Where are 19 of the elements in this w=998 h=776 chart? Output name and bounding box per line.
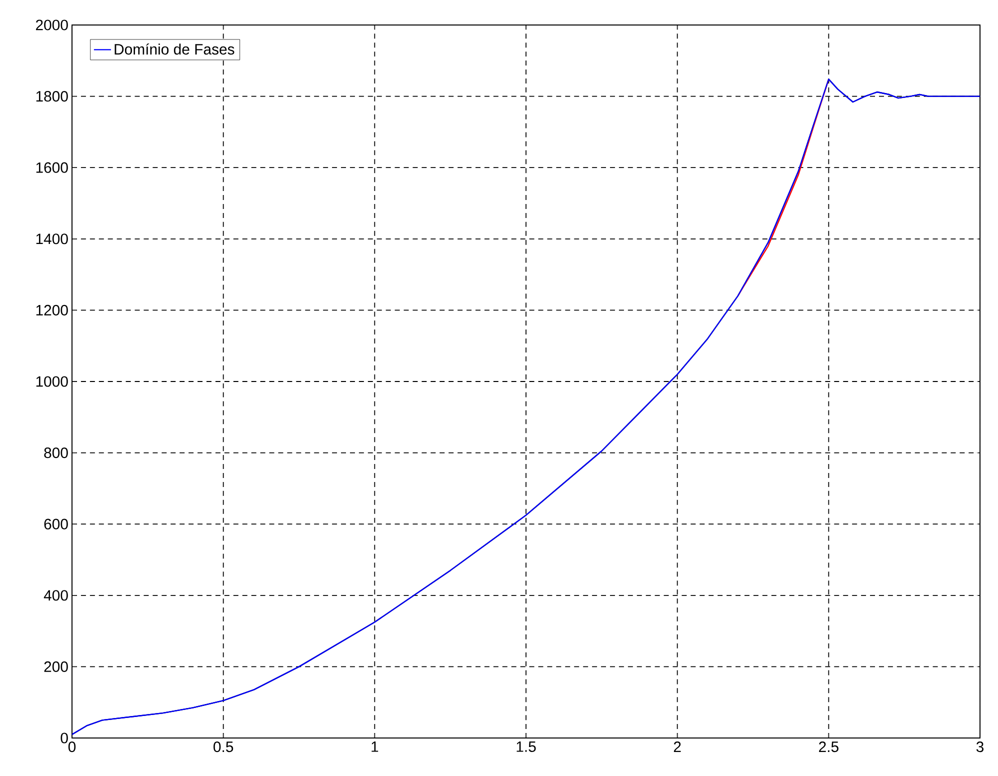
y-tick-label: 1400 bbox=[36, 234, 68, 244]
y-tick-label: 1600 bbox=[36, 162, 68, 173]
y-tick-label: 1000 bbox=[36, 376, 68, 387]
x-tick-label: 2.5 bbox=[819, 742, 838, 752]
legend-label: Domínio de Fases bbox=[114, 43, 234, 55]
y-tick-label: 200 bbox=[44, 661, 68, 672]
y-tick-label: 1200 bbox=[36, 304, 68, 316]
x-tick-label: 3 bbox=[976, 742, 984, 752]
y-tick-label: 1800 bbox=[36, 91, 68, 102]
x-tick-label: 0 bbox=[68, 742, 76, 752]
y-tick-label: 800 bbox=[44, 448, 68, 458]
y-tick-label: 2000 bbox=[36, 20, 68, 30]
y-tick-label: 600 bbox=[44, 518, 68, 530]
y-tick-label: 400 bbox=[44, 590, 68, 601]
x-tick-label: 2 bbox=[674, 742, 681, 752]
x-tick-label: 1 bbox=[372, 742, 378, 752]
y-tick-label: 0 bbox=[60, 732, 68, 744]
x-tick-label: 1.5 bbox=[516, 742, 536, 752]
x-tick-label: 0.5 bbox=[214, 742, 234, 752]
